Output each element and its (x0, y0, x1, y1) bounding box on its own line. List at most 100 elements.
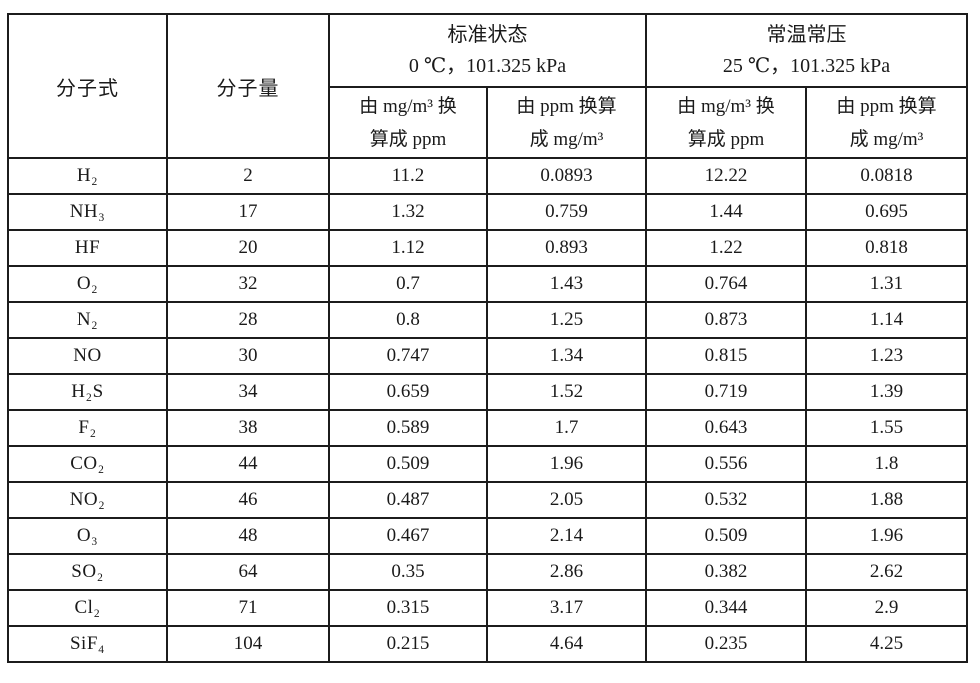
cell-ntp-ppm-to-mg: 2.9 (805, 589, 968, 627)
subcol-line1: 由 mg/m³ 换 (359, 95, 457, 117)
cell-ntp-ppm-to-mg: 1.96 (805, 517, 968, 555)
cell-formula: SO₂ (7, 553, 168, 591)
cell-std-mg-to-ppm: 1.32 (328, 193, 488, 231)
cell-weight: 20 (166, 229, 330, 267)
cell-std-ppm-to-mg: 0.893 (486, 229, 647, 267)
table-row: HF 20 1.12 0.893 1.22 0.818 (7, 229, 968, 267)
cell-weight: 38 (166, 409, 330, 447)
cell-ntp-ppm-to-mg: 1.55 (805, 409, 968, 447)
cell-ntp-ppm-to-mg: 1.23 (805, 337, 968, 375)
cell-std-ppm-to-mg: 1.43 (486, 265, 647, 303)
table-row: SO₂ 64 0.35 2.86 0.382 2.62 (7, 553, 968, 591)
table-row: O₂ 32 0.7 1.43 0.764 1.31 (7, 265, 968, 303)
table-row: NO₂ 46 0.487 2.05 0.532 1.88 (7, 481, 968, 519)
cell-std-ppm-to-mg: 2.14 (486, 517, 647, 555)
cell-formula: SiF₄ (7, 625, 168, 663)
cell-formula: HF (7, 229, 168, 267)
cell-weight: 71 (166, 589, 330, 627)
cell-formula: O₂ (7, 265, 168, 303)
col-header-formula: 分子式 (7, 13, 168, 159)
cell-weight: 64 (166, 553, 330, 591)
group-title-ntp: 常温常压 (766, 23, 847, 46)
cell-ntp-mg-to-ppm: 1.44 (645, 193, 807, 231)
group-subtitle-standard: 0 ℃，101.325 kPa (408, 54, 567, 77)
subcol-line1: 由 mg/m³ 换 (677, 95, 775, 117)
table-row: CO₂ 44 0.509 1.96 0.556 1.8 (7, 445, 968, 483)
cell-std-mg-to-ppm: 0.509 (328, 445, 488, 483)
cell-ntp-ppm-to-mg: 1.39 (805, 373, 968, 411)
cell-ntp-mg-to-ppm: 0.643 (645, 409, 807, 447)
cell-std-mg-to-ppm: 1.12 (328, 229, 488, 267)
cell-std-ppm-to-mg: 1.34 (486, 337, 647, 375)
subcol-header-std-mg-to-ppm: 由 mg/m³ 换 算成 ppm (328, 86, 488, 159)
cell-weight: 104 (166, 625, 330, 663)
cell-std-mg-to-ppm: 0.487 (328, 481, 488, 519)
table-row: N₂ 28 0.8 1.25 0.873 1.14 (7, 301, 968, 339)
cell-formula: Cl₂ (7, 589, 168, 627)
cell-weight: 30 (166, 337, 330, 375)
col-header-weight: 分子量 (166, 13, 330, 159)
table-row: NO 30 0.747 1.34 0.815 1.23 (7, 337, 968, 375)
cell-ntp-mg-to-ppm: 12.22 (645, 157, 807, 195)
cell-ntp-ppm-to-mg: 1.8 (805, 445, 968, 483)
table-row: SiF₄ 104 0.215 4.64 0.235 4.25 (7, 625, 968, 663)
cell-std-ppm-to-mg: 0.759 (486, 193, 647, 231)
cell-ntp-ppm-to-mg: 4.25 (805, 625, 968, 663)
cell-formula: NH₃ (7, 193, 168, 231)
cell-ntp-mg-to-ppm: 0.382 (645, 553, 807, 591)
cell-ntp-ppm-to-mg: 0.0818 (805, 157, 968, 195)
subcol-line2: 成 mg/m³ (529, 128, 604, 150)
cell-std-mg-to-ppm: 0.589 (328, 409, 488, 447)
cell-std-ppm-to-mg: 1.96 (486, 445, 647, 483)
subcol-line2: 成 mg/m³ (849, 128, 924, 150)
cell-formula: N₂ (7, 301, 168, 339)
cell-ntp-ppm-to-mg: 1.31 (805, 265, 968, 303)
cell-std-ppm-to-mg: 2.05 (486, 481, 647, 519)
subcol-line1: 由 ppm 换算 (836, 95, 937, 117)
cell-formula: H₂ (7, 157, 168, 195)
cell-std-ppm-to-mg: 4.64 (486, 625, 647, 663)
cell-std-mg-to-ppm: 0.215 (328, 625, 488, 663)
table-row: H₂S 34 0.659 1.52 0.719 1.39 (7, 373, 968, 411)
cell-std-ppm-to-mg: 1.7 (486, 409, 647, 447)
cell-weight: 2 (166, 157, 330, 195)
cell-ntp-mg-to-ppm: 0.532 (645, 481, 807, 519)
cell-formula: H₂S (7, 373, 168, 411)
cell-std-mg-to-ppm: 0.747 (328, 337, 488, 375)
cell-ntp-ppm-to-mg: 0.695 (805, 193, 968, 231)
cell-weight: 32 (166, 265, 330, 303)
group-title-standard: 标准状态 (447, 23, 528, 46)
group-subtitle-ntp: 25 ℃，101.325 kPa (722, 54, 891, 77)
cell-ntp-mg-to-ppm: 0.815 (645, 337, 807, 375)
subcol-header-ntp-mg-to-ppm: 由 mg/m³ 换 算成 ppm (645, 86, 807, 159)
cell-ntp-mg-to-ppm: 0.235 (645, 625, 807, 663)
gas-conversion-table: 分子式 分子量 标准状态 0 ℃，101.325 kPa 常温常压 25 ℃，1… (7, 13, 968, 663)
cell-std-mg-to-ppm: 0.467 (328, 517, 488, 555)
subcol-line1: 由 ppm 换算 (516, 95, 617, 117)
cell-std-ppm-to-mg: 0.0893 (486, 157, 647, 195)
cell-weight: 46 (166, 481, 330, 519)
cell-ntp-mg-to-ppm: 0.719 (645, 373, 807, 411)
cell-std-mg-to-ppm: 11.2 (328, 157, 488, 195)
cell-formula: O₃ (7, 517, 168, 555)
cell-std-mg-to-ppm: 0.315 (328, 589, 488, 627)
cell-ntp-mg-to-ppm: 0.556 (645, 445, 807, 483)
table-row: Cl₂ 71 0.315 3.17 0.344 2.9 (7, 589, 968, 627)
cell-formula: NO (7, 337, 168, 375)
cell-formula: F₂ (7, 409, 168, 447)
cell-formula: NO₂ (7, 481, 168, 519)
cell-ntp-ppm-to-mg: 0.818 (805, 229, 968, 267)
cell-std-ppm-to-mg: 1.25 (486, 301, 647, 339)
subcol-header-ntp-ppm-to-mg: 由 ppm 换算 成 mg/m³ (805, 86, 968, 159)
cell-weight: 34 (166, 373, 330, 411)
subcol-line2: 算成 ppm (369, 128, 447, 150)
cell-ntp-ppm-to-mg: 1.88 (805, 481, 968, 519)
cell-ntp-mg-to-ppm: 0.509 (645, 517, 807, 555)
cell-weight: 48 (166, 517, 330, 555)
cell-ntp-ppm-to-mg: 1.14 (805, 301, 968, 339)
cell-formula: CO₂ (7, 445, 168, 483)
table-row: H₂ 2 11.2 0.0893 12.22 0.0818 (7, 157, 968, 195)
cell-std-ppm-to-mg: 3.17 (486, 589, 647, 627)
cell-ntp-ppm-to-mg: 2.62 (805, 553, 968, 591)
